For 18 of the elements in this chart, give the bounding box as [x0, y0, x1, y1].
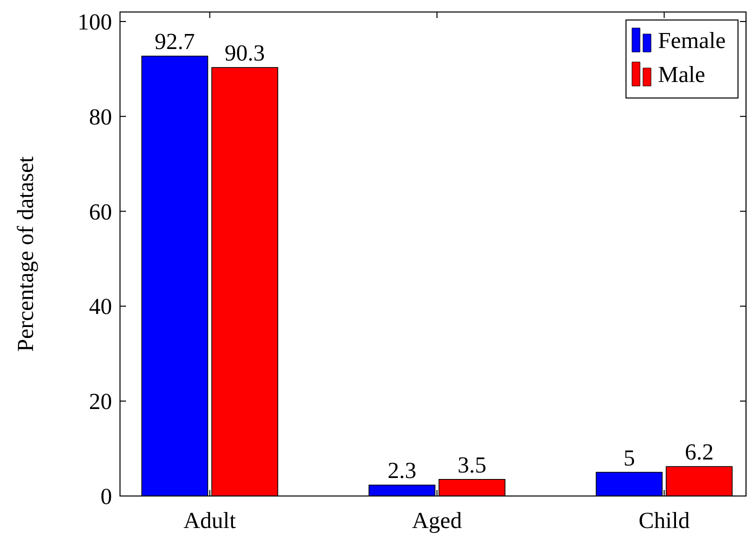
- x-tick-label: Adult: [184, 508, 237, 533]
- data-label: 2.3: [388, 458, 416, 484]
- data-label: 3.5: [458, 452, 486, 478]
- y-tick-label: 0: [100, 484, 112, 510]
- legend-label: Female: [658, 28, 726, 53]
- data-label: 92.7: [154, 29, 195, 54]
- data-label: 6.2: [684, 440, 714, 465]
- y-tick-label: 20: [89, 389, 112, 414]
- data-label: 90.3: [224, 40, 265, 66]
- x-tick-label: Child: [638, 508, 690, 533]
- y-tick-label: 40: [89, 294, 112, 320]
- data-label: 5: [623, 445, 635, 470]
- y-tick-label: 80: [89, 104, 112, 130]
- y-tick-label: 60: [89, 199, 112, 224]
- y-axis-title: Percentage of dataset: [13, 156, 38, 352]
- y-tick-label: 100: [78, 10, 112, 35]
- x-tick-label: Aged: [412, 508, 462, 533]
- legend-label: Male: [658, 62, 706, 87]
